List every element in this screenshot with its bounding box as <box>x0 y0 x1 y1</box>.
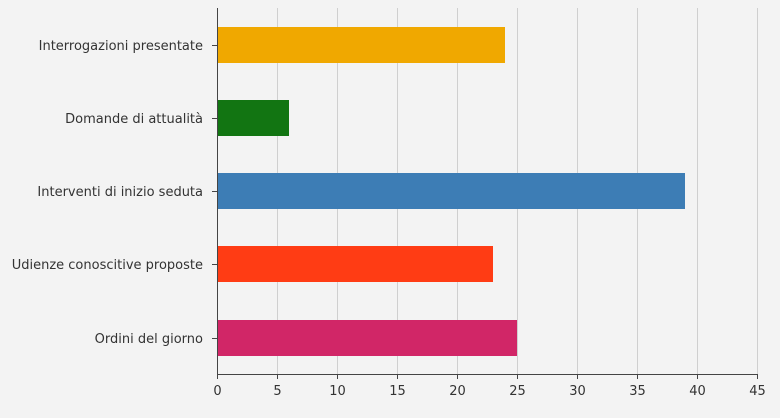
bar-1 <box>217 27 505 63</box>
category-label-3: Interventi di inizio seduta <box>37 185 203 200</box>
x-axis-ticks: 0 5 10 15 20 25 30 35 40 45 <box>213 374 766 399</box>
category-label-2: Domande di attualità <box>65 112 203 127</box>
x-tick-label-35: 35 <box>629 384 646 399</box>
x-tick-label-20: 20 <box>449 384 466 399</box>
x-tick-label-45: 45 <box>749 384 766 399</box>
x-tick-label-30: 30 <box>569 384 586 399</box>
bar-5 <box>217 320 517 356</box>
category-label-1: Interrogazioni presentate <box>39 39 203 54</box>
x-tick-label-0: 0 <box>213 384 221 399</box>
category-labels: Interrogazioni presentate Domande di attu… <box>12 39 217 347</box>
x-tick-label-15: 15 <box>389 384 406 399</box>
bar-2 <box>217 100 289 136</box>
x-tick-label-40: 40 <box>689 384 706 399</box>
bar-4 <box>217 246 493 282</box>
category-label-4: Udienze conoscitive proposte <box>12 258 203 273</box>
x-tick-label-10: 10 <box>329 384 346 399</box>
category-label-5: Ordini del giorno <box>95 332 203 347</box>
x-tick-label-5: 5 <box>273 384 281 399</box>
x-tick-label-25: 25 <box>509 384 526 399</box>
bars <box>217 27 685 356</box>
bar-3 <box>217 173 685 209</box>
